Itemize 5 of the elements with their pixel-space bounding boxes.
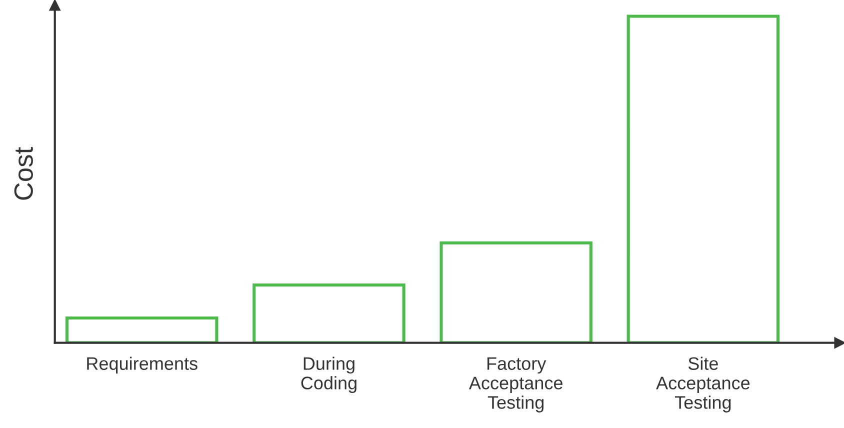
x-tick-label: During Coding xyxy=(301,356,356,393)
x-tick-label: Site Acceptance Testing xyxy=(656,356,750,412)
y-axis-title: Cost xyxy=(14,147,33,200)
x-tick-label: Requirements xyxy=(87,356,198,374)
x-tick-label: Factory Acceptance Testing xyxy=(468,357,562,412)
